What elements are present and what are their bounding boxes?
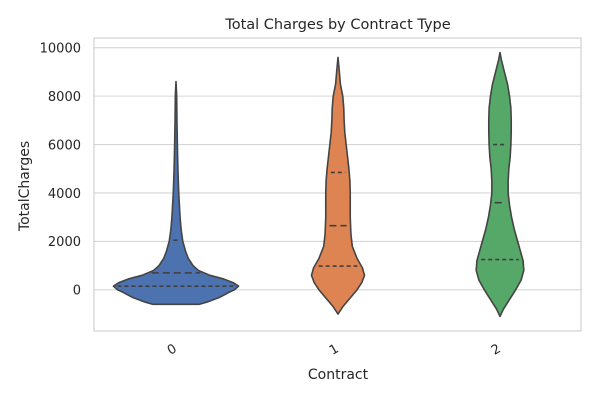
plot-frame (93, 37, 582, 332)
y-tick-label: 6000 (48, 138, 81, 153)
chart-title: Total Charges by Contract Type (224, 17, 450, 33)
violin-2 (475, 51, 525, 318)
y-axis-label: TotalCharges (17, 141, 33, 232)
violin-1 (310, 56, 366, 315)
y-tick-label: 4000 (48, 187, 81, 202)
y-tick-label: 2000 (48, 235, 81, 250)
quartile-layer (117, 143, 519, 288)
violin-layer (112, 51, 525, 318)
y-tick-label: 8000 (48, 90, 81, 105)
y-tick-labels: 0 2000 4000 6000 8000 10000 (40, 41, 81, 298)
y-tick-label: 10000 (40, 41, 81, 56)
y-tick-label: 0 (73, 284, 81, 299)
x-axis-label: Contract (308, 367, 369, 383)
violin-0 (112, 80, 240, 306)
